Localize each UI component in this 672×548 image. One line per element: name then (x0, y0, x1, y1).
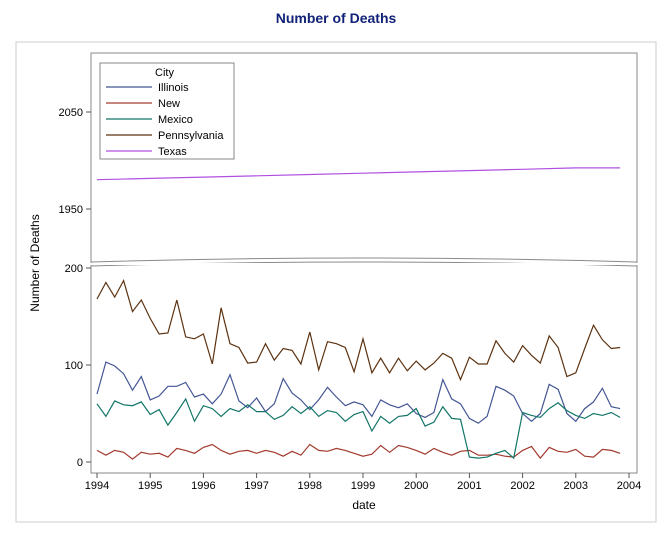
x-axis: 1994 1995 1996 1997 1998 1999 2000 2001 2002 2003… (85, 473, 641, 492)
x-tick-label: 1994 (85, 480, 109, 492)
series-line-illinois (96, 361, 621, 424)
y-tick-label: 100 (65, 360, 83, 372)
y-axis-label: Number of Deaths (28, 214, 42, 311)
x-tick-label: 1996 (191, 480, 215, 492)
legend-items: Illinois New Mexico Pennsylvania Texas (106, 82, 224, 158)
x-tick-label: 1998 (298, 480, 322, 492)
legend-label: New (158, 98, 180, 110)
axis-break-upper (90, 257, 638, 263)
y-axis-lower: 200 100 0 (65, 263, 91, 469)
x-axis-label: date (352, 498, 376, 512)
series-layer (96, 167, 621, 460)
legend-box (99, 62, 235, 160)
x-tick-label: 2000 (404, 480, 428, 492)
legend-label: Illinois (158, 82, 189, 94)
series-line-pennsylvania (96, 279, 621, 382)
graph-border (15, 41, 657, 523)
x-tick-label: 2002 (510, 480, 534, 492)
x-tick-label: 1995 (138, 480, 162, 492)
y-tick-label: 200 (65, 263, 83, 275)
x-tick-label: 2004 (617, 480, 641, 492)
x-tick-label: 1997 (244, 480, 268, 492)
y-tick-label: 2050 (59, 107, 83, 119)
legend-label: Texas (158, 146, 187, 158)
y-axis-upper: 2050 1950 (59, 107, 91, 216)
x-tick-label: 2001 (457, 480, 481, 492)
x-tick-label: 1999 (351, 480, 375, 492)
y-tick-label: 1950 (59, 204, 83, 216)
x-tick-label: 2003 (564, 480, 588, 492)
series-line-new (96, 443, 621, 460)
series-line-mexico (96, 397, 621, 460)
chart-title: Number of Deaths (276, 10, 397, 26)
legend-title: City (155, 67, 174, 79)
legend: City Illinois New Mexico Pennsylvania Texas (99, 62, 235, 160)
legend-label: Mexico (158, 114, 193, 126)
legend-label: Pennsylvania (158, 130, 224, 142)
series-line-texas (96, 167, 621, 181)
y-tick-label: 0 (77, 457, 83, 469)
